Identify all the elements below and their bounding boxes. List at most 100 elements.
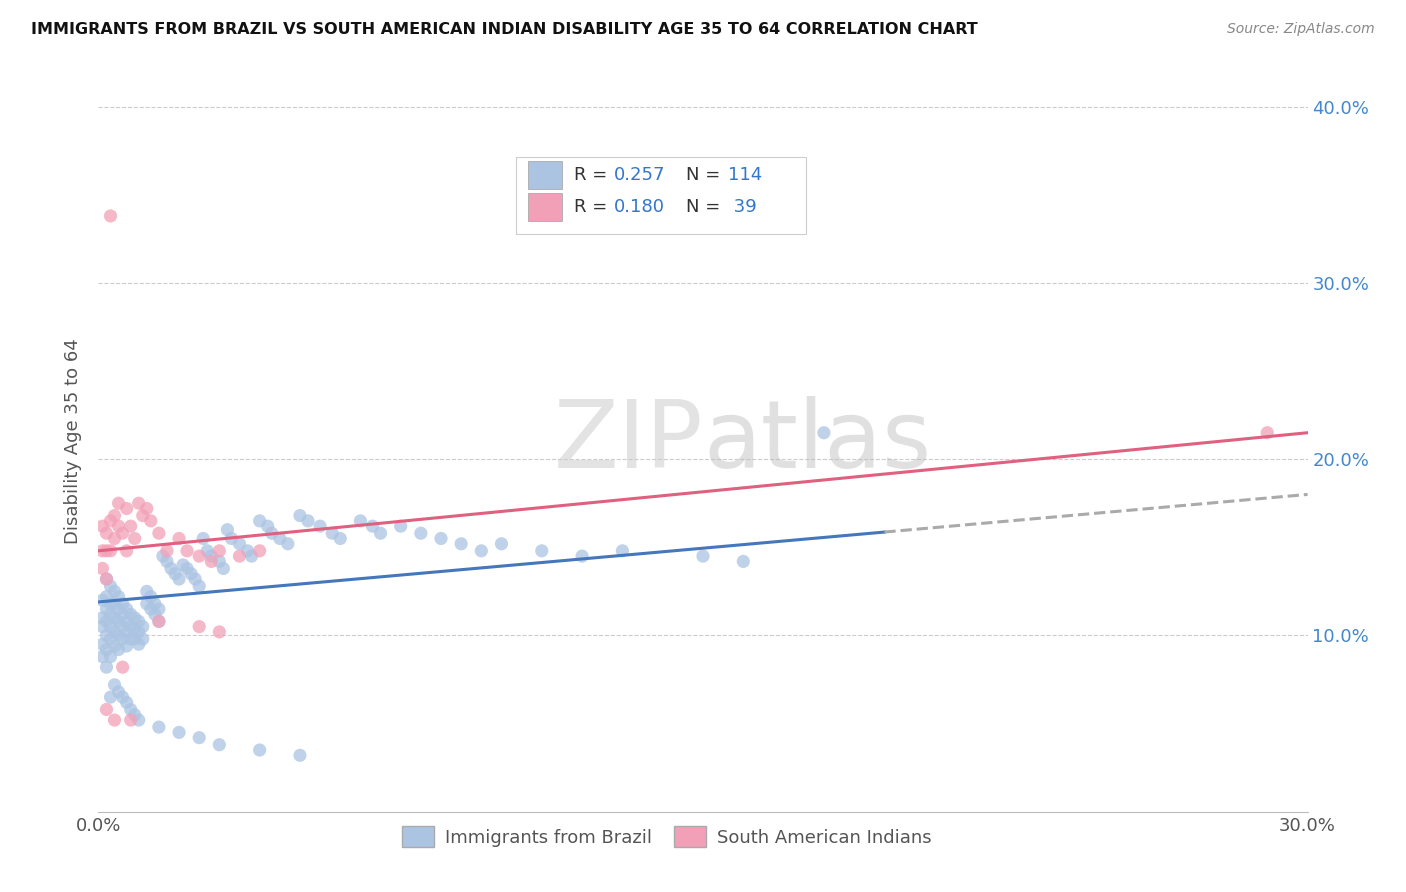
Text: N =: N = bbox=[686, 166, 725, 184]
Point bbox=[124, 707, 146, 722]
Point bbox=[188, 579, 211, 593]
Point bbox=[107, 642, 129, 657]
Point bbox=[96, 602, 118, 616]
Point bbox=[107, 602, 129, 616]
Point bbox=[249, 743, 271, 757]
Point bbox=[96, 642, 118, 657]
Point bbox=[733, 554, 755, 568]
Point bbox=[228, 549, 250, 563]
Point bbox=[135, 597, 157, 611]
Point bbox=[100, 649, 122, 664]
Point bbox=[288, 748, 311, 763]
Point bbox=[91, 561, 114, 575]
Point bbox=[124, 632, 146, 646]
Point bbox=[103, 678, 125, 692]
Text: R =: R = bbox=[574, 166, 613, 184]
Point bbox=[208, 738, 231, 752]
Point bbox=[361, 519, 384, 533]
Point bbox=[100, 619, 122, 633]
Point bbox=[217, 523, 239, 537]
Point bbox=[111, 632, 134, 646]
Point bbox=[111, 619, 134, 633]
Point bbox=[128, 496, 150, 510]
Point bbox=[111, 690, 134, 705]
Point bbox=[193, 532, 215, 546]
Point bbox=[249, 544, 271, 558]
Point bbox=[349, 514, 371, 528]
Point bbox=[96, 572, 118, 586]
Point bbox=[107, 496, 129, 510]
Point bbox=[1256, 425, 1278, 440]
Point bbox=[103, 597, 125, 611]
Point bbox=[96, 628, 118, 642]
Point bbox=[228, 537, 250, 551]
Point bbox=[184, 572, 207, 586]
Point bbox=[115, 695, 138, 709]
Point bbox=[132, 508, 155, 523]
Point bbox=[124, 532, 146, 546]
Point bbox=[240, 549, 263, 563]
Point bbox=[163, 566, 186, 581]
Point bbox=[115, 602, 138, 616]
Point bbox=[139, 590, 162, 604]
Point bbox=[91, 637, 114, 651]
Text: 0.257: 0.257 bbox=[613, 166, 665, 184]
Text: N =: N = bbox=[686, 198, 725, 216]
Point bbox=[111, 526, 134, 541]
Point bbox=[115, 615, 138, 629]
Point bbox=[148, 720, 170, 734]
Point bbox=[249, 514, 271, 528]
Point bbox=[100, 514, 122, 528]
Point bbox=[208, 544, 231, 558]
Point bbox=[288, 508, 311, 523]
Point bbox=[91, 544, 114, 558]
Point bbox=[120, 619, 142, 633]
Point bbox=[100, 579, 122, 593]
Point bbox=[167, 532, 190, 546]
Point bbox=[96, 572, 118, 586]
Point bbox=[148, 602, 170, 616]
Point bbox=[128, 637, 150, 651]
Point bbox=[571, 549, 593, 563]
Text: ZIP: ZIP bbox=[554, 395, 703, 488]
Point bbox=[107, 685, 129, 699]
Point bbox=[111, 660, 134, 674]
Point bbox=[208, 554, 231, 568]
Point bbox=[124, 611, 146, 625]
Point bbox=[100, 597, 122, 611]
Point bbox=[128, 624, 150, 639]
Point bbox=[180, 566, 202, 581]
Point bbox=[321, 526, 343, 541]
Point bbox=[91, 593, 114, 607]
Point bbox=[128, 615, 150, 629]
Point bbox=[91, 519, 114, 533]
Point bbox=[370, 526, 392, 541]
Point bbox=[156, 554, 179, 568]
Point bbox=[692, 549, 714, 563]
Point bbox=[188, 549, 211, 563]
Point bbox=[111, 607, 134, 622]
Point bbox=[96, 590, 118, 604]
Point bbox=[115, 544, 138, 558]
Point bbox=[277, 537, 299, 551]
Point bbox=[329, 532, 352, 546]
Legend: Immigrants from Brazil, South American Indians: Immigrants from Brazil, South American I… bbox=[395, 819, 939, 855]
Point bbox=[221, 532, 243, 546]
Point bbox=[139, 514, 162, 528]
Point bbox=[96, 526, 118, 541]
Point bbox=[128, 713, 150, 727]
Point bbox=[195, 544, 218, 558]
Point bbox=[100, 607, 122, 622]
Point bbox=[389, 519, 412, 533]
Point bbox=[148, 615, 170, 629]
Point bbox=[120, 519, 142, 533]
Text: 39: 39 bbox=[728, 198, 758, 216]
Text: 114: 114 bbox=[728, 166, 762, 184]
Text: Source: ZipAtlas.com: Source: ZipAtlas.com bbox=[1227, 22, 1375, 37]
Point bbox=[124, 621, 146, 635]
Point bbox=[409, 526, 432, 541]
Text: atlas: atlas bbox=[703, 395, 931, 488]
Point bbox=[176, 544, 198, 558]
Point bbox=[103, 624, 125, 639]
Point bbox=[103, 532, 125, 546]
